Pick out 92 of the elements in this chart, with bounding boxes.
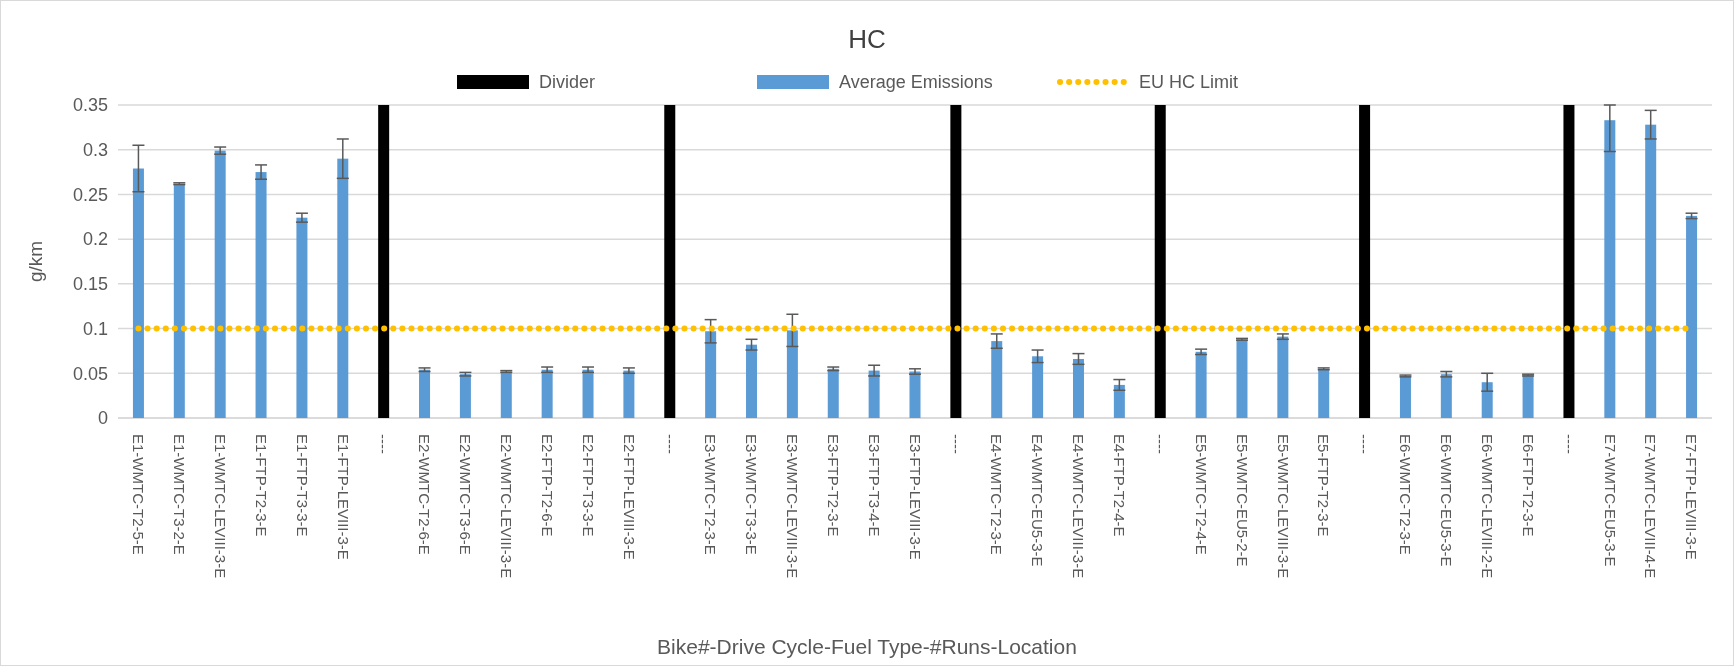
x-tick-label: E7-WMTC-LEVIII-4-E <box>1642 434 1660 579</box>
bar <box>705 331 717 418</box>
x-tick-label: E3-FTP-T3-4-E <box>865 434 883 537</box>
y-axis-title: g/km <box>25 240 46 283</box>
x-tick-label: E6-WMTC-T2-3-E <box>1397 434 1415 555</box>
x-tick-label: E4-FTP-T2-4-E <box>1111 434 1129 537</box>
x-tick-label: E4-WMTC-T2-3-E <box>988 434 1006 555</box>
x-tick-label: E5-FTP-T2-3-E <box>1315 434 1333 537</box>
bar <box>1318 368 1330 418</box>
bar <box>337 158 349 418</box>
bar <box>786 330 798 418</box>
bar <box>1440 374 1452 418</box>
bar <box>827 368 839 418</box>
bar <box>132 168 144 418</box>
x-tick-label: E2-WMTC-T2-6-E <box>416 434 434 555</box>
x-tick-label: E3-FTP-T2-3-E <box>825 434 843 537</box>
legend-label: Average Emissions <box>839 72 993 93</box>
x-axis-title: Bike#-Drive Cycle-Fuel Type-#Runs-Location <box>657 635 1077 658</box>
bar <box>1399 375 1411 418</box>
y-tick-label: 0.05 <box>72 363 108 384</box>
x-tick-label: E6-WMTC-EU5-3-E <box>1438 434 1456 567</box>
bar <box>582 369 594 418</box>
bar <box>991 341 1003 418</box>
bar <box>1032 356 1044 418</box>
bar <box>1359 105 1371 418</box>
bar <box>1645 124 1657 418</box>
bar <box>1195 351 1207 418</box>
x-tick-label: E1-FTP-T3-3-E <box>293 434 311 537</box>
x-tick-label: E2-FTP-T3-3-E <box>579 434 597 537</box>
bar <box>296 217 308 418</box>
x-tick-label: ---- <box>375 434 393 454</box>
x-tick-label: E7-WMTC-EU5-3-E <box>1601 434 1619 567</box>
x-tick-label: E3-WMTC-T3-3-E <box>743 434 761 555</box>
x-tick-label: E6-FTP-T2-3-E <box>1519 434 1537 537</box>
x-tick-label: E3-FTP-LEVIII-3-E <box>906 434 924 560</box>
bar <box>1481 382 1493 418</box>
x-tick-label: E7-FTP-LEVIII-3-E <box>1683 434 1701 560</box>
bar <box>1522 375 1534 418</box>
y-tick-label: 0.15 <box>72 274 108 295</box>
bar <box>500 371 512 418</box>
x-tick-label: E4-WMTC-EU5-3-E <box>1029 434 1047 567</box>
legend-label: EU HC Limit <box>1139 72 1239 93</box>
bar <box>868 370 880 418</box>
bar <box>378 105 390 418</box>
bar <box>1277 336 1289 418</box>
bar <box>214 150 226 418</box>
bar <box>746 344 758 418</box>
bar <box>950 105 962 418</box>
x-tick-label: E6-WMTC-LEVIII-2-E <box>1478 434 1496 579</box>
bar <box>1113 384 1125 418</box>
x-tick-label: E2-FTP-LEVIII-3-E <box>620 434 638 560</box>
x-tick-label: E5-WMTC-T2-4-E <box>1192 434 1210 555</box>
x-tick-label: ---- <box>1151 434 1169 454</box>
bar <box>623 370 635 418</box>
x-tick-label: E1-WMTC-T3-2-E <box>171 434 189 555</box>
x-tick-label: E3-WMTC-T2-3-E <box>702 434 720 555</box>
x-tick-label: ---- <box>1356 434 1374 454</box>
x-tick-label: E1-WMTC-T2-5-E <box>130 434 148 555</box>
x-tick-label: ---- <box>661 434 679 454</box>
bar <box>459 374 471 418</box>
y-tick-label: 0.25 <box>72 184 108 205</box>
bar <box>419 369 431 418</box>
x-tick-label: E1-FTP-LEVIII-3-E <box>334 434 352 560</box>
y-tick-label: 0.1 <box>82 318 108 339</box>
y-tick-label: 0 <box>97 408 108 429</box>
bar <box>255 172 267 418</box>
bar <box>1686 215 1698 418</box>
y-tick-label: 0.3 <box>82 140 108 161</box>
x-tick-label: ---- <box>1560 434 1578 454</box>
x-tick-label: E2-WMTC-T3-6-E <box>457 434 475 555</box>
x-tick-label: E1-WMTC-LEVIII-3-E <box>211 434 229 579</box>
bar <box>1154 105 1166 418</box>
x-tick-label: E4-WMTC-LEVIII-3-E <box>1070 434 1088 579</box>
bar <box>173 183 185 418</box>
x-tick-label: E1-FTP-T2-3-E <box>252 434 270 537</box>
bar <box>1604 120 1616 418</box>
bar <box>1072 358 1084 418</box>
x-tick-label: ---- <box>947 434 965 454</box>
bar <box>1236 339 1248 418</box>
x-tick-label: E5-WMTC-EU5-2-E <box>1233 434 1251 567</box>
y-tick-label: 0.35 <box>72 95 108 116</box>
y-tick-label: 0.2 <box>82 229 108 250</box>
x-tick-label: E2-WMTC-LEVIII-3-E <box>498 434 516 579</box>
bar <box>1563 105 1575 418</box>
bar <box>541 369 553 418</box>
legend-label: Divider <box>539 72 596 93</box>
bar <box>909 371 921 418</box>
bar <box>664 105 676 418</box>
x-tick-label: E3-WMTC-LEVIII-3-E <box>784 434 802 579</box>
chart-title: HC <box>848 24 886 54</box>
x-tick-label: E2-FTP-T2-6-E <box>538 434 556 537</box>
x-tick-label: E5-WMTC-LEVIII-3-E <box>1274 434 1292 579</box>
